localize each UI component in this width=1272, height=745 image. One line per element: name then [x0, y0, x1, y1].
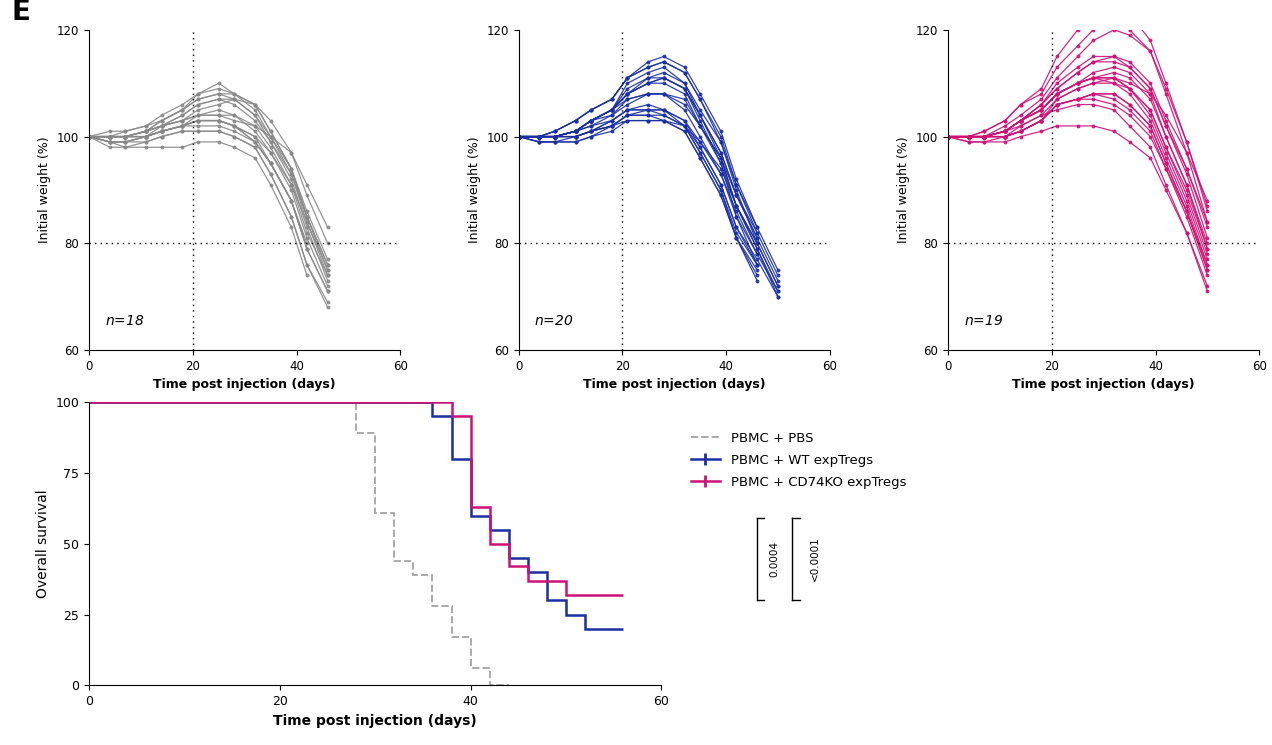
Legend: PBMC + PBS, PBMC + WT expTregs, PBMC + CD74KO expTregs: PBMC + PBS, PBMC + WT expTregs, PBMC + C… [691, 431, 906, 489]
X-axis label: Time post injection (days): Time post injection (days) [273, 714, 477, 728]
Y-axis label: Overall survival: Overall survival [36, 489, 50, 598]
Text: $n$=19: $n$=19 [964, 314, 1002, 328]
Text: <0.0001: <0.0001 [810, 536, 820, 581]
X-axis label: Time post injection (days): Time post injection (days) [1013, 378, 1194, 391]
Text: $n$=20: $n$=20 [534, 314, 574, 328]
Y-axis label: Initial weight (%): Initial weight (%) [897, 136, 911, 244]
Text: E: E [11, 0, 31, 26]
Y-axis label: Initial weight (%): Initial weight (%) [38, 136, 51, 244]
Text: $n$=18: $n$=18 [104, 314, 144, 328]
X-axis label: Time post injection (days): Time post injection (days) [583, 378, 766, 391]
X-axis label: Time post injection (days): Time post injection (days) [154, 378, 336, 391]
Y-axis label: Initial weight (%): Initial weight (%) [468, 136, 481, 244]
Text: 0.0004: 0.0004 [770, 541, 780, 577]
